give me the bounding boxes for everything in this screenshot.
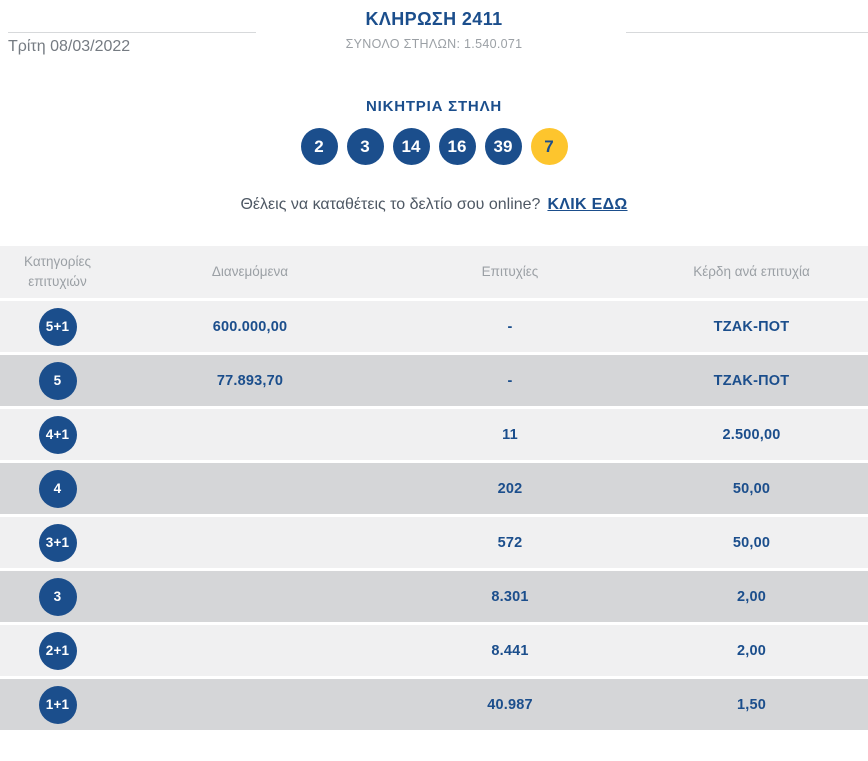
winning-number-ball: 39 bbox=[484, 128, 522, 165]
prize-value: ΤΖΑΚ-ΠΟΤ bbox=[713, 372, 790, 389]
draw-title: ΚΛΗΡΩΣΗ 2411 bbox=[365, 9, 503, 29]
prize-value: 2.500,00 bbox=[722, 426, 781, 443]
prize-value: 50,00 bbox=[732, 480, 771, 497]
promo-line: Θέλεις να καταθέτεις το δελτίο σου onlin… bbox=[0, 196, 868, 214]
winning-number-ball: 3 bbox=[346, 128, 384, 165]
winning-number-ball: 16 bbox=[438, 128, 476, 165]
column-header-prize: Κέρδη ανά επιτυχία bbox=[693, 264, 810, 280]
winners-value: 11 bbox=[502, 426, 518, 443]
column-header-distributed: Διανεμόμενα bbox=[211, 264, 289, 280]
column-header-categories: Κατηγορίες επιτυχιών bbox=[24, 254, 91, 289]
category-badge: 4+1 bbox=[38, 415, 77, 454]
prize-value: 50,00 bbox=[732, 534, 771, 551]
winners-value: - bbox=[507, 372, 513, 389]
table-header-row: Κατηγορίες επιτυχιών Διανεμόμενα Επιτυχί… bbox=[0, 246, 868, 301]
column-header-winners: Επιτυχίες bbox=[481, 264, 539, 280]
winning-numbers: 2 3 14 16 39 7 bbox=[0, 128, 868, 165]
table-row: 3 8.301 2,00 bbox=[0, 571, 868, 625]
winning-number-ball: 14 bbox=[392, 128, 430, 165]
winners-value: 40.987 bbox=[487, 696, 533, 713]
table-row: 5+1 600.000,00 - ΤΖΑΚ-ΠΟΤ bbox=[0, 301, 868, 355]
winning-column-title: ΝΙΚΗΤΡΙΑ ΣΤΗΛΗ bbox=[365, 98, 503, 115]
right-divider-line bbox=[626, 32, 868, 33]
table-row: 4 202 50,00 bbox=[0, 463, 868, 517]
category-badge: 2+1 bbox=[38, 631, 77, 670]
category-badge: 4 bbox=[38, 469, 77, 508]
prize-value: ΤΖΑΚ-ΠΟΤ bbox=[713, 318, 790, 335]
winners-value: 8.441 bbox=[491, 642, 529, 659]
table-row: 2+1 8.441 2,00 bbox=[0, 625, 868, 679]
category-badge: 3+1 bbox=[38, 523, 77, 562]
click-here-link[interactable]: ΚΛΙΚ ΕΔΩ bbox=[547, 196, 628, 213]
category-badge: 1+1 bbox=[38, 685, 77, 724]
draw-date: Τρίτη 08/03/2022 bbox=[8, 38, 131, 55]
winners-value: 8.301 bbox=[491, 588, 529, 605]
distributed-value: 77.893,70 bbox=[216, 372, 284, 389]
category-badge: 3 bbox=[38, 577, 77, 616]
results-table: Κατηγορίες επιτυχιών Διανεμόμενα Επιτυχί… bbox=[0, 246, 868, 733]
prize-value: 2,00 bbox=[736, 588, 767, 605]
winning-column-section: ΝΙΚΗΤΡΙΑ ΣΤΗΛΗ 2 3 14 16 39 7 bbox=[0, 98, 868, 165]
table-row: 4+1 11 2.500,00 bbox=[0, 409, 868, 463]
prize-value: 2,00 bbox=[736, 642, 767, 659]
category-badge: 5 bbox=[38, 361, 77, 400]
table-row: 5 77.893,70 - ΤΖΑΚ-ΠΟΤ bbox=[0, 355, 868, 409]
table-row: 1+1 40.987 1,50 bbox=[0, 679, 868, 733]
total-columns-label: ΣΥΝΟΛΟ ΣΤΗΛΩΝ: 1.540.071 bbox=[345, 37, 523, 51]
left-divider-line bbox=[8, 32, 256, 33]
winners-value: 202 bbox=[497, 480, 523, 497]
winning-number-ball: 2 bbox=[300, 128, 338, 165]
table-row: 3+1 572 50,00 bbox=[0, 517, 868, 571]
distributed-value: 600.000,00 bbox=[212, 318, 288, 335]
winners-value: - bbox=[507, 318, 513, 335]
winners-value: 572 bbox=[497, 534, 523, 551]
promo-text: Θέλεις να καταθέτεις το δελτίο σου onlin… bbox=[240, 196, 541, 213]
category-badge: 5+1 bbox=[38, 307, 77, 346]
bonus-number-ball: 7 bbox=[530, 128, 568, 165]
draw-header: ΚΛΗΡΩΣΗ 2411 ΣΥΝΟΛΟ ΣΤΗΛΩΝ: 1.540.071 Τρ… bbox=[0, 0, 868, 62]
prize-value: 1,50 bbox=[736, 696, 767, 713]
